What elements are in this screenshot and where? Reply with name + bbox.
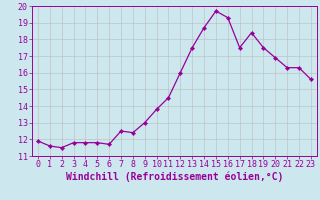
X-axis label: Windchill (Refroidissement éolien,°C): Windchill (Refroidissement éolien,°C) — [66, 172, 283, 182]
